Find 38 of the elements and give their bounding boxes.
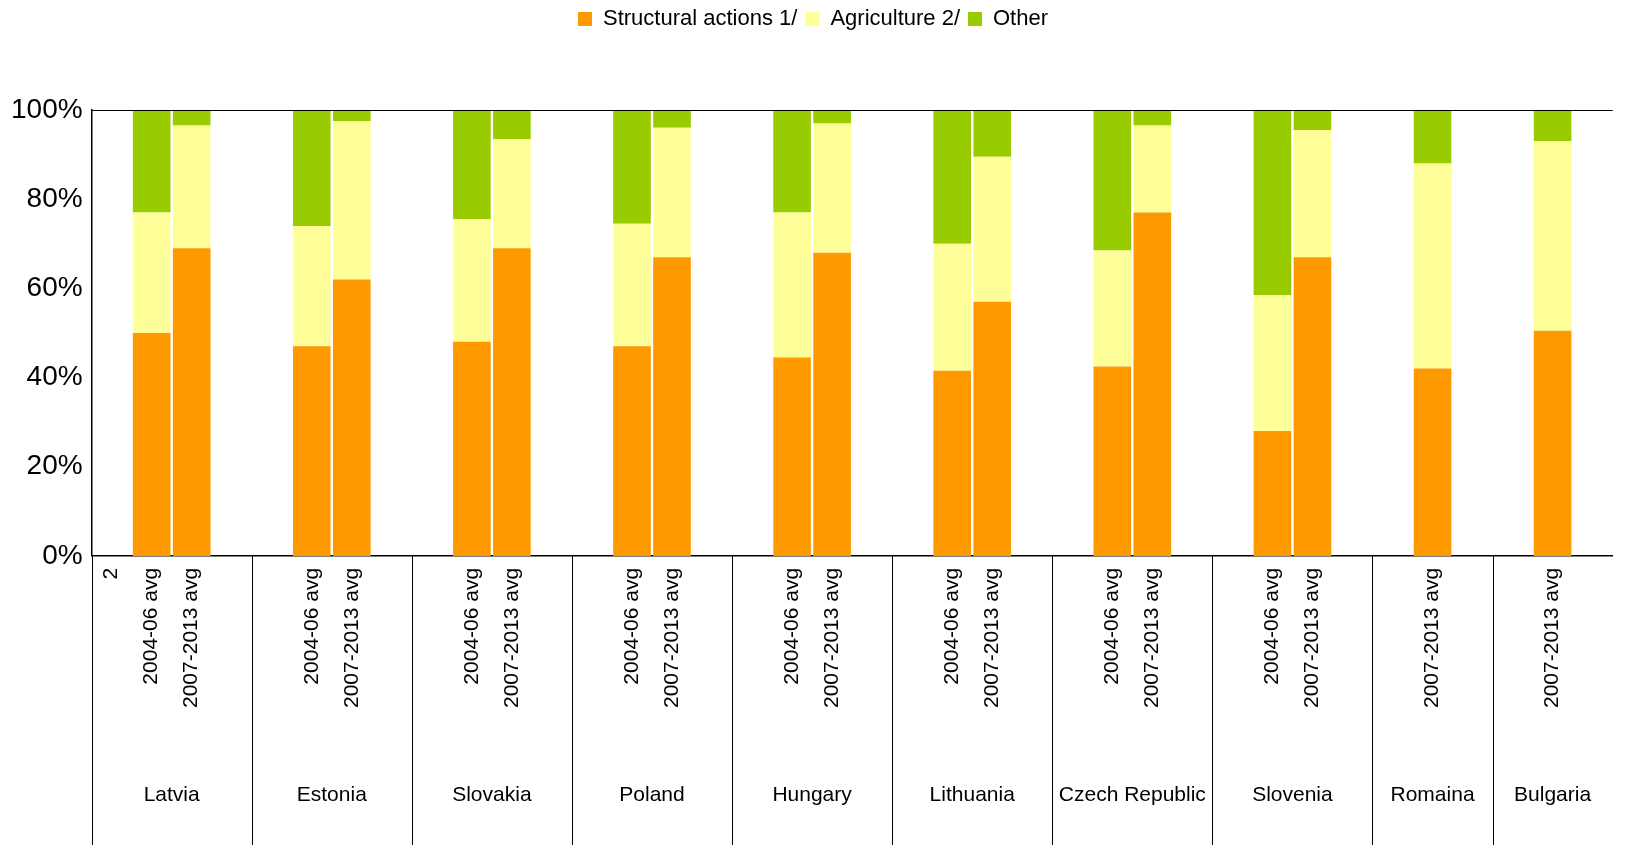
y-tick-label: 0% (42, 538, 83, 570)
text: Lithuania (929, 781, 1016, 805)
legend-label: Other (993, 5, 1049, 31)
text: Slovakia (452, 781, 532, 805)
x-tick-label: 2004-06 avg (298, 567, 322, 685)
y-tick-label: 20% (26, 449, 83, 481)
text: Latvia (143, 781, 200, 805)
x-tick-label: 2007-2013 avg (818, 567, 842, 709)
x-tick-label: 2004-06 avg (138, 567, 162, 685)
x-tick-label: 2007-2013 avg (1299, 567, 1323, 709)
legend-label: Agriculture 2/ (830, 5, 961, 31)
y-tick-label: 60% (26, 271, 83, 303)
y-tick-label: 80% (26, 181, 83, 213)
legend-label: Structural actions 1/ (602, 5, 799, 31)
x-tick-label: 2007-2013 avg (178, 567, 202, 709)
x-tick-label: 2004-06 avg (939, 567, 962, 685)
x-tick-label: 2007-2013 avg (658, 567, 682, 709)
x-tick-label: 2004-06 avg (618, 567, 642, 685)
text: Poland (619, 781, 685, 805)
x-tick-label: 2004-06 avg (1099, 567, 1123, 685)
x-tick-label: 2004-06 avg (1259, 567, 1283, 685)
text: Slovenia (1252, 781, 1334, 805)
x-tick-label: 2 (98, 567, 122, 580)
text: Bulgaria (1514, 781, 1592, 805)
x-tick-label: 2007-2013 avg (1539, 567, 1563, 709)
x-tick-label: 2007-2013 avg (338, 567, 362, 709)
y-tick-label: 100% (10, 92, 83, 124)
x-tick-label: 2007-2013 avg (498, 567, 522, 709)
text: Czech Republic (1058, 781, 1206, 805)
y-tick-label: 40% (26, 360, 83, 392)
x-tick-label: 2007-2013 avg (979, 567, 1003, 709)
x-tick-label: 2007-2013 avg (1419, 567, 1443, 709)
x-tick-label: 2004-06 avg (458, 567, 482, 685)
text: Hungary (772, 781, 853, 805)
x-tick-label: 2004-06 avg (778, 567, 802, 685)
text: Romaina (1390, 781, 1475, 805)
text: Estonia (296, 781, 368, 805)
x-tick-label: 2007-2013 avg (1139, 567, 1163, 709)
